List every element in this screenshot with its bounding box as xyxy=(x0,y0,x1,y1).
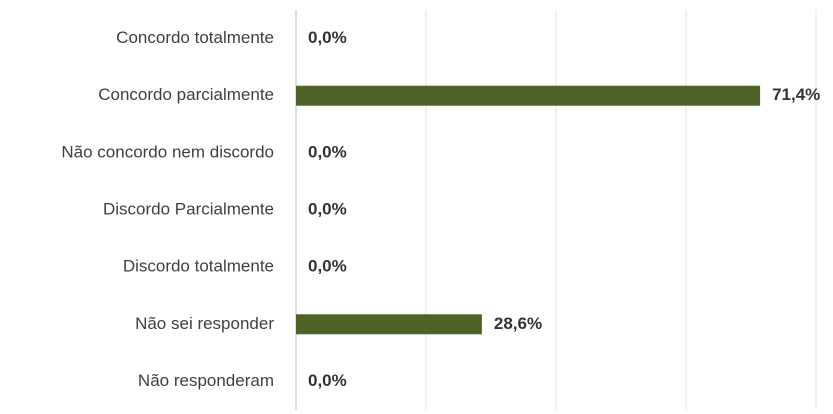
category-label: Não sei responder xyxy=(135,314,274,333)
category-label: Discordo totalmente xyxy=(123,257,274,276)
category-label: Não concordo nem discordo xyxy=(61,142,274,161)
value-label: 0,0% xyxy=(308,257,347,276)
value-label: 0,0% xyxy=(308,142,347,161)
category-label: Não responderam xyxy=(138,371,274,390)
value-label: 0,0% xyxy=(308,199,347,218)
bar xyxy=(296,314,482,335)
value-label: 28,6% xyxy=(494,314,542,333)
category-label: Discordo Parcialmente xyxy=(103,199,274,218)
category-label: Concordo parcialmente xyxy=(98,85,274,104)
value-label: 71,4% xyxy=(772,85,820,104)
value-label: 0,0% xyxy=(308,371,347,390)
bar xyxy=(296,85,761,106)
category-label: Concordo totalmente xyxy=(116,28,274,47)
value-label: 0,0% xyxy=(308,28,347,47)
